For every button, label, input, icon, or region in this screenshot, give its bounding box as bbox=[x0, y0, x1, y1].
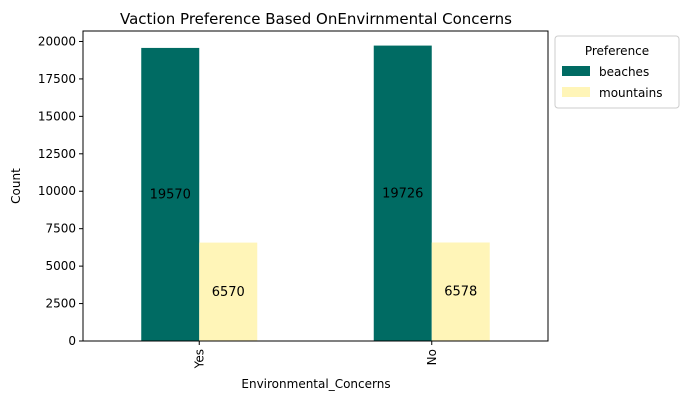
y-axis: 0 2500 5000 7500 10000 12500 15000 17500 20000 bbox=[38, 34, 83, 348]
data-label-beaches-no: 19726 bbox=[382, 186, 423, 201]
x-axis-label: Environmental_Concerns bbox=[241, 377, 390, 391]
chart-title: Vaction Preference Based OnEnvirnmental … bbox=[120, 10, 512, 28]
legend-swatch-mountains bbox=[562, 87, 590, 97]
x-axis: Yes No bbox=[192, 341, 439, 369]
plot-frame bbox=[82, 30, 549, 342]
bar-beaches-yes bbox=[141, 47, 200, 342]
y-tick-label: 7500 bbox=[45, 222, 76, 236]
y-axis-label: Count bbox=[9, 168, 23, 204]
data-label-mountains-yes: 6570 bbox=[212, 285, 245, 300]
bar-mountains-no bbox=[431, 242, 490, 341]
x-tick-label-no: No bbox=[425, 349, 439, 365]
legend-label-mountains: mountains bbox=[599, 86, 663, 100]
legend-title: Preference bbox=[585, 44, 649, 58]
x-tick-label-yes: Yes bbox=[192, 349, 206, 369]
y-tick-label: 5000 bbox=[45, 259, 76, 273]
data-label-mountains-no: 6578 bbox=[444, 285, 477, 300]
legend-items: beaches mountains bbox=[562, 65, 663, 100]
data-label-beaches-yes: 19570 bbox=[150, 187, 191, 202]
y-tick-label: 20000 bbox=[38, 34, 76, 48]
y-tick-label: 2500 bbox=[45, 297, 76, 311]
legend-label-beaches: beaches bbox=[599, 65, 649, 79]
y-tick-label: 17500 bbox=[38, 72, 76, 86]
legend: Preference beaches mountains bbox=[554, 35, 680, 109]
y-tick-label: 12500 bbox=[38, 147, 76, 161]
data-labels-group: 19570 6570 19726 6578 bbox=[150, 186, 478, 300]
y-tick-label: 15000 bbox=[38, 109, 76, 123]
y-tick-label: 0 bbox=[68, 334, 76, 348]
plot-area: 19570 6570 19726 6578 0 2500 5000 7500 10000 125… bbox=[38, 30, 549, 369]
bar-mountains-yes bbox=[199, 242, 258, 341]
y-tick-label: 10000 bbox=[38, 184, 76, 198]
bars-group bbox=[141, 45, 490, 342]
bar-beaches-no bbox=[373, 45, 432, 341]
legend-swatch-beaches bbox=[562, 66, 590, 76]
